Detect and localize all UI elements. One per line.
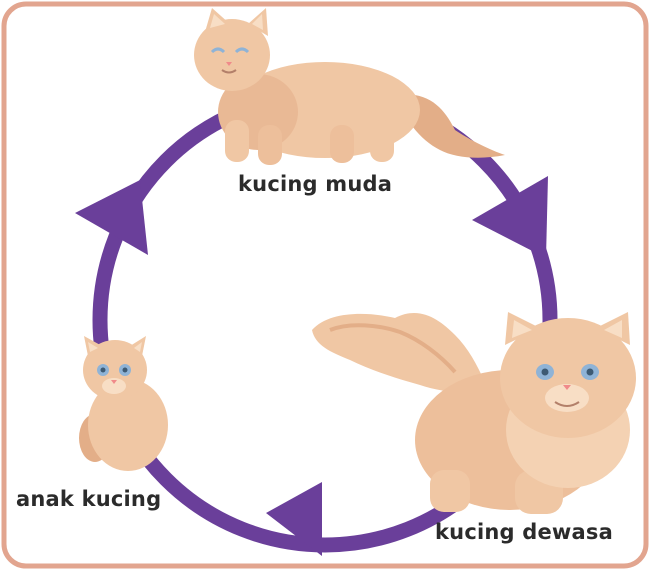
cycle-arrow-young-to-adult [472,176,548,258]
cycle-arrow-adult-to-kitten [266,482,322,556]
stage-label-kitten: anak kucing [16,487,162,511]
adult-cat-illustration [312,312,636,514]
young-cat-illustration [194,8,505,165]
cycle-arrow-kitten-to-young [75,180,148,255]
stage-label-young-cat: kucing muda [238,172,393,196]
stage-label-adult-cat: kucing dewasa [435,520,613,544]
kitten-illustration [79,336,168,471]
